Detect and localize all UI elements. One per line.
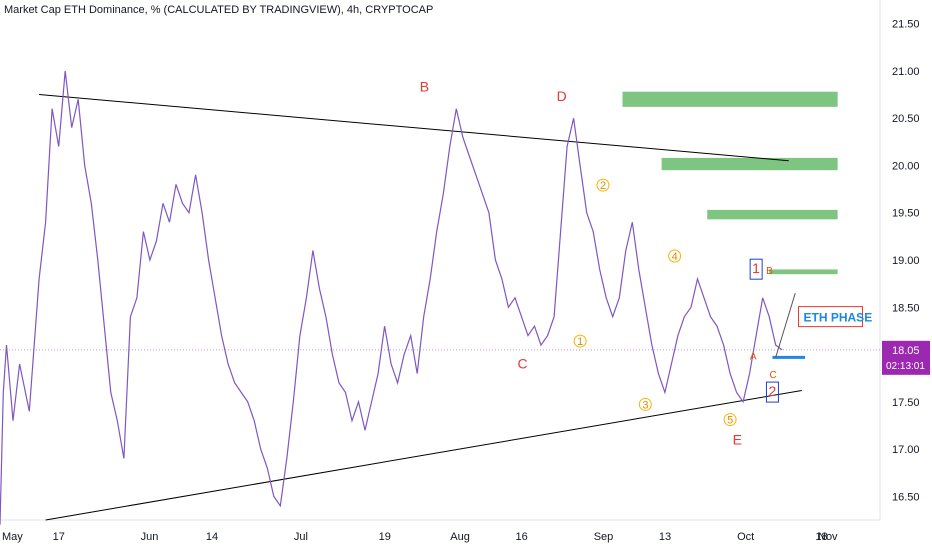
box-label: 1 [752,260,760,276]
wave-sub-label: 4 [672,251,678,263]
abc-label: B [766,266,773,277]
resistance-zone [622,91,838,107]
x-tick-label: Jul [294,531,308,543]
box-label-frame [749,258,763,280]
y-tick-label: 17.00 [892,444,920,456]
x-tick-label: 17 [53,531,65,543]
wave-circle [573,334,587,348]
x-tick-label: 19 [379,531,391,543]
projection-arrow [775,292,796,358]
abc-label: C [769,370,776,381]
price-line [0,70,783,525]
box-label: 2 [768,383,776,399]
x-tick-label: 13 [659,531,671,543]
y-tick-label: 16.50 [892,491,920,503]
y-tick-label: 20.50 [892,113,920,125]
y-tick-label: 19.50 [892,208,920,220]
resistance-zone [769,269,838,275]
x-tick-label: 18 [815,531,827,543]
x-tick-label: Nov [818,531,838,543]
box-label-frame [765,381,779,403]
wave-label: D [557,88,567,104]
wave-circle [596,178,610,192]
trendline [45,389,802,521]
wave-circle [723,413,737,427]
x-tick-label: Sep [594,531,614,543]
phase-label-box [798,306,864,328]
wave-label: C [517,356,527,372]
x-tick-label: May [2,531,23,543]
x-tick-label: 16 [515,531,527,543]
y-tick-label: 17.50 [892,397,920,409]
x-tick-label: Jun [141,531,159,543]
y-tick-label: 18.50 [892,302,920,314]
phase-label: ETH PHASE [804,311,873,325]
x-tick-label: 14 [206,531,218,543]
wave-sub-label: 3 [642,399,648,411]
y-tick-label: 19.00 [892,255,920,267]
y-tick-label: 21.00 [892,66,920,78]
x-tick-label: Aug [450,531,470,543]
wave-sub-label: 5 [727,415,733,427]
resistance-zone [661,157,838,171]
wave-label: B [420,79,429,95]
y-tick-label: 20.00 [892,160,920,172]
wave-sub-label: 2 [600,180,606,192]
price-value: 18.05 [892,345,920,357]
price-countdown: 02:13:01 [886,361,925,372]
x-tick-label: Oct [737,531,754,543]
price-box [882,340,930,375]
wave-circle [638,397,652,411]
chart-title: Market Cap ETH Dominance, % (CALCULATED … [4,4,434,16]
wave-sub-label: 1 [577,336,583,348]
resistance-zone [707,209,838,220]
wave-label: E [733,431,742,447]
abc-label: A [750,351,757,362]
y-tick-label: 21.50 [892,19,920,31]
trendline [39,94,789,162]
wave-circle [668,249,682,263]
